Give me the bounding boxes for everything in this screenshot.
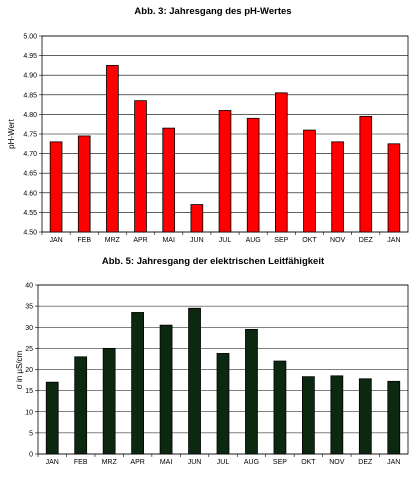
bar-mai bbox=[159, 324, 173, 455]
x-tick-label: JUN bbox=[188, 459, 202, 466]
y-tick-label: 4.60 bbox=[23, 190, 37, 197]
bar-aug bbox=[246, 117, 260, 233]
bar-sep bbox=[273, 360, 287, 455]
x-tick-label: JAN bbox=[46, 459, 59, 466]
y-tick-label: 0 bbox=[29, 452, 33, 459]
y-tick-label: 40 bbox=[25, 283, 33, 290]
bar-jan bbox=[387, 380, 401, 455]
y-tick-label: 4.75 bbox=[23, 132, 37, 139]
x-tick-label: NOV bbox=[329, 459, 345, 466]
x-tick-label: JUL bbox=[217, 459, 230, 466]
x-tick-label: NOV bbox=[330, 237, 346, 244]
chart-title: Abb. 3: Jahresgang des pH-Wertes bbox=[134, 6, 291, 17]
bar-apr bbox=[134, 100, 147, 233]
x-tick-label: JAN bbox=[49, 237, 62, 244]
bar-nov bbox=[330, 375, 344, 455]
y-tick-label: 10 bbox=[25, 409, 33, 416]
x-tick-label: DEZ bbox=[359, 237, 374, 244]
x-tick-label: JUN bbox=[190, 237, 204, 244]
bar-jul bbox=[218, 110, 232, 233]
bar-okt bbox=[303, 129, 316, 233]
y-tick-label: 4.65 bbox=[23, 171, 37, 178]
bar-feb bbox=[77, 135, 91, 233]
y-tick-label: 4.70 bbox=[23, 151, 37, 158]
y-tick-label: 30 bbox=[25, 325, 33, 332]
bar-jul bbox=[216, 353, 230, 455]
x-tick-label: MAI bbox=[162, 237, 175, 244]
x-tick-label: OKT bbox=[301, 459, 316, 466]
x-tick-label: SEP bbox=[274, 237, 288, 244]
x-tick-label: FEB bbox=[77, 237, 91, 244]
x-tick-label: SEP bbox=[273, 459, 287, 466]
x-tick-label: MRZ bbox=[102, 459, 118, 466]
y-tick-label: 4.95 bbox=[23, 53, 37, 60]
conductivity-chart: Abb. 5: Jahresgang der elektrischen Leit… bbox=[15, 256, 409, 466]
chart-title: Abb. 5: Jahresgang der elektrischen Leit… bbox=[102, 256, 325, 267]
y-axis-label: σ in µS/cm bbox=[15, 350, 24, 389]
x-tick-label: JAN bbox=[387, 237, 400, 244]
y-tick-label: 25 bbox=[25, 346, 33, 353]
x-tick-label: JAN bbox=[387, 459, 400, 466]
bar-mrz bbox=[106, 65, 119, 233]
y-tick-label: 4.90 bbox=[23, 73, 37, 80]
x-tick-label: APR bbox=[133, 237, 147, 244]
x-tick-label: FEB bbox=[74, 459, 88, 466]
bar-jan bbox=[49, 141, 63, 233]
bar-jan bbox=[387, 143, 401, 233]
y-tick-label: 35 bbox=[25, 304, 33, 311]
bar-jun bbox=[188, 307, 201, 455]
ph-chart: Abb. 3: Jahresgang des pH-Wertes pH-Wert… bbox=[7, 6, 409, 244]
y-tick-label: 5.00 bbox=[23, 34, 37, 41]
y-axis-label: pH-Wert bbox=[7, 118, 16, 148]
bar-apr bbox=[131, 312, 144, 455]
y-tick-label: 5 bbox=[29, 430, 33, 437]
x-tick-label: APR bbox=[130, 459, 144, 466]
x-tick-label: MRZ bbox=[105, 237, 121, 244]
bar-feb bbox=[74, 356, 88, 455]
bar-jun bbox=[190, 204, 204, 233]
x-tick-label: AUG bbox=[244, 459, 259, 466]
x-tick-label: JUL bbox=[219, 237, 232, 244]
y-tick-label: 20 bbox=[25, 367, 33, 374]
x-tick-label: OKT bbox=[302, 237, 317, 244]
y-tick-label: 15 bbox=[25, 388, 33, 395]
x-tick-label: DEZ bbox=[358, 459, 373, 466]
y-tick-label: 4.80 bbox=[23, 112, 37, 119]
bar-okt bbox=[302, 376, 315, 455]
bar-aug bbox=[245, 328, 258, 455]
y-tick-label: 4.85 bbox=[23, 92, 37, 99]
bar-nov bbox=[331, 141, 344, 233]
bar-mrz bbox=[102, 347, 116, 455]
bar-dez bbox=[358, 378, 372, 455]
x-tick-label: MAI bbox=[160, 459, 173, 466]
y-tick-label: 4.55 bbox=[23, 210, 37, 217]
x-tick-label: AUG bbox=[246, 237, 261, 244]
bar-dez bbox=[359, 115, 373, 233]
bar-sep bbox=[274, 92, 288, 233]
bar-jan bbox=[45, 381, 59, 455]
bar-mai bbox=[162, 127, 176, 233]
y-tick-label: 4.50 bbox=[23, 230, 37, 237]
